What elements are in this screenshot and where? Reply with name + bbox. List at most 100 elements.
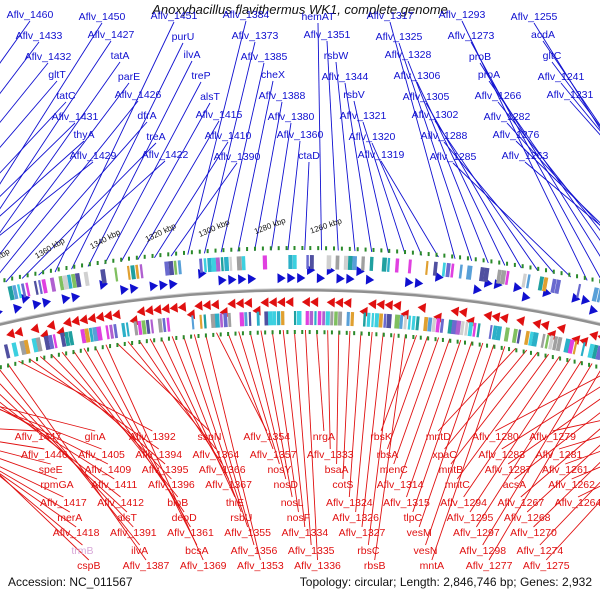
outer-scale-dot xyxy=(81,263,84,268)
reverse-gene-arrow xyxy=(79,314,89,325)
reverse-gene-arrow xyxy=(285,297,294,308)
genome-stats-text: Topology: circular; Length: 2,846,746 bp… xyxy=(299,575,592,589)
reverse-gene-arrow xyxy=(483,311,493,321)
reverse-gene-label: deoD xyxy=(172,512,198,524)
reverse-gene-arrow xyxy=(235,298,244,309)
forward-gene-label: acdA xyxy=(531,29,555,41)
forward-cog-block xyxy=(482,267,490,283)
reverse-label-line xyxy=(406,339,462,498)
reverse-label-line xyxy=(7,363,147,561)
scale-tick-label: 1260 kbp xyxy=(309,216,344,235)
reverse-cog-block xyxy=(305,311,309,326)
forward-label-line xyxy=(0,40,112,210)
inner-scale-dot xyxy=(175,335,178,340)
reverse-cog-block xyxy=(3,344,11,359)
reverse-cog-block xyxy=(113,323,119,339)
forward-gene-arrow xyxy=(277,273,286,284)
forward-gene-label: Aflv_1415 xyxy=(196,109,243,121)
reverse-cog-block xyxy=(435,318,441,333)
reverse-label-line xyxy=(0,458,58,480)
forward-cog-block xyxy=(465,265,473,280)
reverse-label-line xyxy=(260,330,293,498)
forward-label-line xyxy=(533,22,600,130)
forward-label-line xyxy=(287,140,301,251)
reverse-label-line xyxy=(160,337,236,498)
outer-scale-dot xyxy=(190,250,193,255)
reverse-label-line xyxy=(456,353,549,480)
inner-scale-dot xyxy=(43,355,46,360)
reverse-label-line xyxy=(182,335,249,528)
outer-scale-dot xyxy=(253,246,256,251)
reverse-gene-arrow xyxy=(499,313,509,324)
reverse-cog-block xyxy=(386,313,392,329)
reverse-gene-label: Aflv_1314 xyxy=(377,479,424,491)
outer-scale-dot xyxy=(466,256,469,261)
forward-gene-arrow xyxy=(149,281,159,292)
reverse-gene-label: Aflv_1295 xyxy=(447,512,494,524)
forward-cog-block xyxy=(215,257,221,272)
reverse-gene-arrow xyxy=(310,297,319,308)
forward-label-line xyxy=(38,160,166,276)
forward-gene-arrow xyxy=(336,273,345,284)
reverse-gene-label: Aflv_1297 xyxy=(453,527,500,539)
inner-scale-dot xyxy=(14,361,17,366)
outer-scale-dot xyxy=(356,247,359,252)
forward-cog-block xyxy=(262,255,268,270)
inner-scale-dot xyxy=(367,331,370,336)
reverse-gene-arrow xyxy=(144,305,154,316)
forward-cog-block xyxy=(130,265,136,280)
reverse-label-line xyxy=(386,336,429,450)
forward-gene-label: purU xyxy=(172,31,195,43)
reverse-gene-label: mntB xyxy=(439,464,464,476)
forward-cog-block xyxy=(33,280,39,295)
forward-label-line xyxy=(425,102,522,269)
forward-gene-label: Aflv_1451 xyxy=(151,10,198,22)
reverse-gene-label: Aflv_1387 xyxy=(123,560,170,572)
inner-scale-dot xyxy=(390,333,393,338)
forward-gene-label: Aflv_1302 xyxy=(412,109,459,121)
forward-gene-label: Aflv_1429 xyxy=(70,150,117,162)
reverse-label-line xyxy=(336,330,340,465)
reverse-gene-label: thiE xyxy=(226,497,244,509)
reverse-gene-arrow xyxy=(301,297,310,308)
inner-scale-dot xyxy=(50,354,53,359)
forward-gene-label: Aflv_1319 xyxy=(358,149,405,161)
forward-gene-arrow xyxy=(581,294,591,305)
forward-label-line xyxy=(237,80,274,252)
inner-scale-dot xyxy=(79,348,82,353)
reverse-gene-label: merA xyxy=(57,512,82,524)
reverse-cog-block xyxy=(427,317,433,332)
reverse-label-line xyxy=(127,341,217,450)
outer-scale-dot xyxy=(348,246,351,251)
forward-gene-label: Aflv_1328 xyxy=(385,49,432,61)
outer-scale-dot xyxy=(96,260,99,265)
reverse-gene-label: Aflv_1281 xyxy=(536,449,583,461)
forward-cog-block xyxy=(229,256,233,271)
forward-gene-arrow xyxy=(473,284,482,295)
outer-scale-dot xyxy=(49,268,52,273)
outer-scale-dot xyxy=(269,246,272,251)
reverse-label-line xyxy=(463,356,560,498)
forward-label-line xyxy=(524,161,600,226)
forward-gene-label: Aflv_1285 xyxy=(430,151,477,163)
forward-gene-arrow xyxy=(169,279,178,290)
forward-label-line xyxy=(371,142,423,256)
outer-scale-dot xyxy=(451,254,454,259)
forward-gene-label: Aflv_1385 xyxy=(241,51,288,63)
reverse-cog-block xyxy=(415,316,420,331)
forward-gene-label: Aflv_1231 xyxy=(547,89,594,101)
reverse-gene-label: Aflv_1326 xyxy=(332,512,379,524)
reverse-cog-block xyxy=(256,311,260,326)
outer-scale-dot xyxy=(135,255,138,260)
inner-scale-dot xyxy=(271,330,274,335)
reverse-cog-block xyxy=(346,311,350,326)
forward-gene-arrow xyxy=(356,266,365,277)
reverse-gene-arrow xyxy=(260,297,269,308)
reverse-cog-block xyxy=(80,328,87,344)
forward-gene-label: Aflv_1410 xyxy=(205,130,252,142)
forward-cog-block xyxy=(381,257,388,272)
reverse-cog-block xyxy=(214,313,220,328)
inner-scale-dot xyxy=(486,343,489,348)
reverse-cog-block xyxy=(371,312,375,328)
forward-gene-label: cheX xyxy=(261,69,285,81)
